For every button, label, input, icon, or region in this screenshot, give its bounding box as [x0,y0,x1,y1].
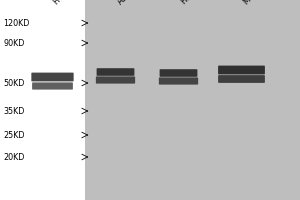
Text: MCF-7: MCF-7 [242,0,266,6]
FancyBboxPatch shape [31,73,74,81]
Text: 20KD: 20KD [3,153,24,162]
Text: 25KD: 25KD [3,131,25,140]
FancyBboxPatch shape [218,75,265,83]
FancyBboxPatch shape [218,66,265,74]
FancyBboxPatch shape [97,68,134,76]
Text: HepG2: HepG2 [178,0,204,6]
Text: 35KD: 35KD [3,107,24,116]
Text: 120KD: 120KD [3,19,29,27]
Text: He la: He la [52,0,74,6]
FancyBboxPatch shape [32,82,73,90]
FancyBboxPatch shape [159,77,198,85]
Text: A549: A549 [116,0,136,6]
Text: 50KD: 50KD [3,78,24,88]
Text: 90KD: 90KD [3,38,24,47]
Bar [85,0,300,200]
FancyBboxPatch shape [160,69,197,77]
FancyBboxPatch shape [96,76,135,84]
